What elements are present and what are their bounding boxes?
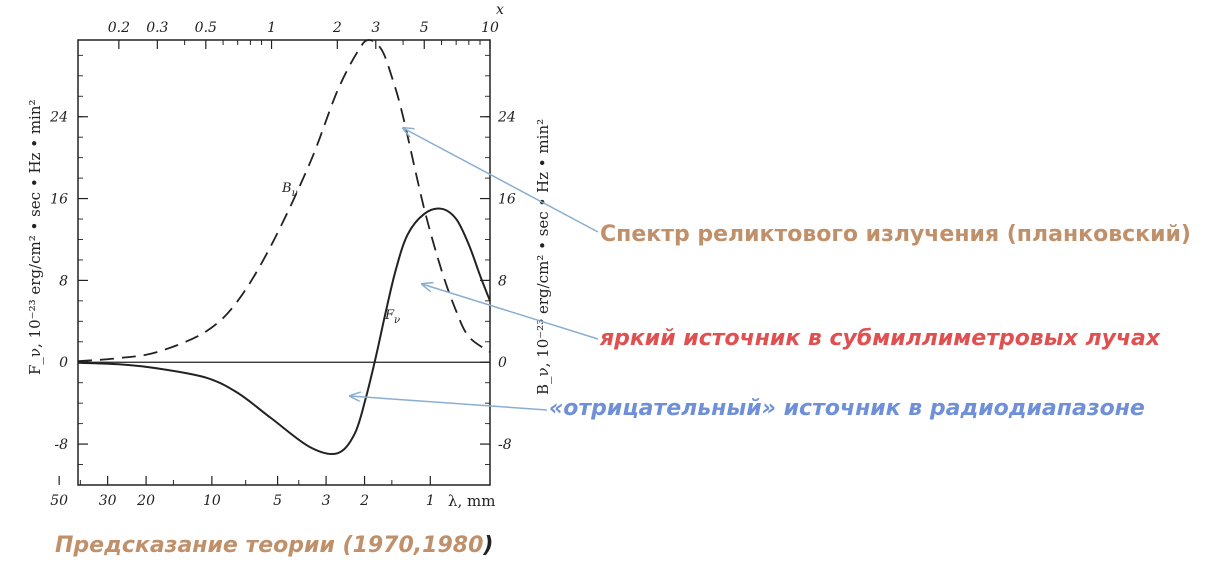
bright-source-note: яркий источник в субмиллиметровых лучах — [600, 326, 1161, 351]
arrow-bright — [422, 284, 599, 340]
caption-text: Предсказание теории (1970,1980 — [55, 533, 484, 558]
x-axis-top-label: x — [496, 2, 504, 18]
x-axis-top-ticks: 0.2 0.3 0.5 1 2 3 5 10 — [108, 20, 499, 49]
y-axis-left-ticks: -8 0 8 16 24 — [49, 54, 88, 486]
x-bottom-tick-label: 2 — [359, 493, 369, 509]
caption-close-paren: ) — [483, 533, 494, 558]
x-bottom-tick-label: 1 — [426, 493, 435, 509]
x-top-tick-label: 5 — [420, 20, 429, 36]
prediction-caption: Предсказание теории (1970,1980) — [55, 533, 493, 558]
y-left-tick-label: 0 — [59, 355, 68, 371]
y-axis-left-label: F_ν, 10⁻²³ erg/cm² • sec • Hz • min² — [26, 99, 44, 375]
plot-frame — [77, 39, 491, 486]
negative-source-note: «отрицательный» источник в радиодиапазон… — [549, 396, 1145, 421]
x-top-tick-label: 0.5 — [195, 20, 217, 36]
y-right-tick-label: 16 — [498, 192, 516, 208]
x-top-tick-label: 3 — [371, 20, 380, 36]
x-top-tick-label: 2 — [332, 20, 342, 36]
x-bottom-tick-label: 30 — [99, 493, 117, 509]
x-bottom-tick-label: 5 — [273, 493, 282, 509]
y-left-tick-label: 8 — [59, 273, 68, 289]
x-axis-bottom-label: λ, mm — [448, 492, 496, 510]
x-top-tick-label: 0.2 — [108, 20, 130, 36]
x-top-tick-label: 1 — [267, 20, 276, 36]
y-left-tick-label: 16 — [50, 192, 68, 208]
series-b-nu-line — [77, 39, 491, 363]
y-right-tick-label: -8 — [498, 437, 512, 453]
y-right-tick-label: 24 — [497, 110, 516, 126]
x-bottom-tick-label: 10 — [203, 493, 221, 509]
x-top-tick-label: 10 — [481, 20, 499, 36]
series-f-nu-line — [77, 207, 491, 456]
series-f-nu-label: Fν — [384, 308, 400, 326]
x-bottom-tick-label: 3 — [322, 493, 331, 509]
x-bottom-tick-label: 20 — [136, 493, 155, 509]
y-axis-right-label: B_ν, 10⁻²³ erg/cm² • sec • Hz • min² — [534, 119, 552, 395]
x-top-tick-label: 0.3 — [146, 20, 168, 36]
series-b-nu-label: Bν — [281, 181, 298, 199]
y-right-tick-label: 0 — [498, 355, 507, 371]
arrow-planck — [403, 128, 599, 233]
x-bottom-tick-label: 50 — [50, 493, 68, 509]
planck-spectrum-note: Спектр реликтового излучения (планковски… — [600, 222, 1191, 247]
arrow-negative — [350, 396, 548, 411]
x-axis-bottom-ticks: 50 30 20 10 5 3 2 1 — [50, 476, 435, 509]
y-right-tick-label: 8 — [498, 273, 507, 289]
y-left-tick-label: 24 — [49, 110, 68, 126]
y-left-tick-label: -8 — [54, 437, 68, 453]
y-axis-right-ticks: -8 0 8 16 24 — [480, 54, 516, 486]
